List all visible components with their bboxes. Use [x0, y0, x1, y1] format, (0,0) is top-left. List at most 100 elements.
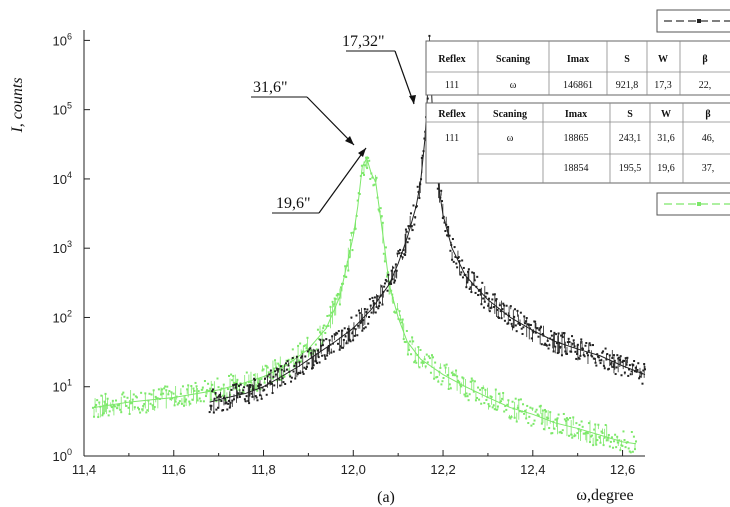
data-point — [483, 402, 486, 405]
data-point — [260, 378, 263, 381]
data-point — [382, 252, 385, 255]
data-point — [560, 334, 563, 337]
data-point — [558, 431, 561, 434]
data-point — [542, 428, 545, 431]
data-point — [311, 352, 314, 355]
data-point — [313, 349, 316, 352]
data-point — [420, 361, 423, 364]
data-point — [360, 164, 363, 167]
data-point — [270, 382, 273, 385]
data-point — [593, 357, 596, 360]
table-cell: 37, — [702, 163, 715, 174]
data-point — [514, 324, 517, 327]
data-point — [216, 377, 219, 380]
data-point — [107, 414, 110, 417]
data-point — [604, 347, 607, 350]
data-point — [624, 446, 627, 449]
data-point — [330, 311, 333, 314]
y-tick-label: 100 — [53, 447, 72, 464]
data-point — [568, 340, 571, 343]
data-point — [494, 299, 497, 302]
data-point — [521, 332, 524, 335]
data-point — [285, 359, 288, 362]
data-point — [394, 311, 397, 314]
data-point — [462, 266, 465, 269]
data-point — [121, 393, 124, 396]
data-point — [583, 432, 586, 435]
data-point — [255, 396, 258, 399]
annotation-31-6: 31,6" — [253, 79, 288, 96]
data-point — [432, 356, 435, 359]
data-point — [492, 293, 495, 296]
annotation-arrow-19 — [318, 147, 367, 214]
data-point — [471, 271, 474, 274]
data-point — [524, 409, 527, 412]
data-point — [193, 389, 196, 392]
y-tick-label: 106 — [53, 31, 72, 48]
data-point — [215, 408, 218, 411]
annotation-arrow-17 — [394, 50, 415, 105]
data-point — [274, 370, 277, 373]
data-point — [416, 185, 419, 188]
data-point — [538, 405, 541, 408]
data-point — [628, 450, 631, 453]
data-point — [208, 411, 211, 414]
data-point — [163, 387, 166, 390]
plot-area: 11,4 11,6 11,8 12,0 12,2 12,4 12,6 10010110210… — [53, 30, 646, 477]
data-point — [616, 354, 619, 357]
data-point — [405, 230, 408, 233]
data-point — [534, 410, 537, 413]
data-point — [303, 366, 306, 369]
data-point — [168, 390, 171, 393]
table-cell: 22, — [699, 80, 712, 91]
data-point — [578, 423, 581, 426]
data-point — [123, 395, 126, 398]
data-point — [352, 231, 355, 234]
data-point — [356, 334, 359, 337]
data-point — [520, 327, 523, 330]
data-point — [293, 363, 296, 366]
data-point — [304, 344, 307, 347]
data-point — [343, 275, 346, 278]
data-point — [477, 294, 480, 297]
data-point — [479, 388, 482, 391]
data-point — [231, 379, 234, 382]
data-point — [150, 393, 153, 396]
data-point — [628, 364, 631, 367]
data-point — [355, 314, 358, 317]
data-point — [614, 433, 617, 436]
data-point — [166, 385, 169, 388]
data-point — [374, 311, 377, 314]
data-point — [623, 439, 626, 442]
data-point — [587, 422, 590, 425]
table-header: W — [658, 54, 668, 65]
data-point — [508, 319, 511, 322]
data-point — [199, 400, 202, 403]
data-point — [458, 381, 461, 384]
data-point — [443, 221, 446, 224]
data-point — [413, 223, 416, 226]
data-point — [421, 154, 424, 157]
data-point — [346, 331, 349, 334]
data-point — [563, 418, 566, 421]
data-point — [627, 374, 630, 377]
data-point — [601, 351, 604, 354]
data-point — [561, 429, 564, 432]
data-point — [302, 372, 305, 375]
data-point — [593, 428, 596, 431]
annotation-19-6: 19,6" — [276, 195, 311, 212]
data-point — [353, 334, 356, 337]
data-point — [434, 361, 437, 364]
data-point — [130, 401, 133, 404]
data-point — [491, 298, 494, 301]
data-point — [596, 353, 599, 356]
arrowhead-19 — [358, 148, 366, 157]
data-point — [399, 254, 402, 257]
series-layer — [91, 34, 646, 454]
data-point — [586, 432, 589, 435]
data-point — [366, 308, 369, 311]
data-point — [465, 392, 468, 395]
data-point — [418, 366, 421, 369]
